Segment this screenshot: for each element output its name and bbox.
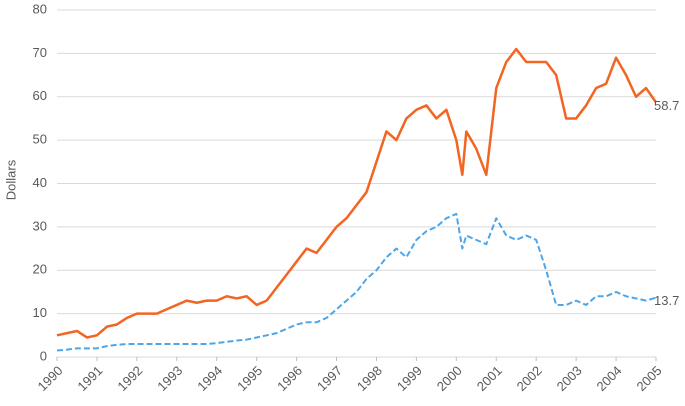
y-tick-label: 60 [33, 88, 47, 103]
y-tick-label: 80 [33, 1, 47, 16]
x-tick-label: 2003 [554, 363, 585, 394]
y-tick-label: 70 [33, 45, 47, 60]
x-tick-label: 2005 [633, 363, 664, 394]
x-tick-label: 1997 [314, 363, 345, 394]
end-label: 13.7 [654, 293, 679, 308]
y-tick-label: 10 [33, 305, 47, 320]
y-tick-label: 50 [33, 132, 47, 147]
x-tick-label: 2001 [474, 363, 505, 394]
end-label: 58.7 [654, 98, 679, 113]
x-tick-label: 2004 [594, 363, 625, 394]
y-tick-label: 0 [40, 348, 47, 363]
y-tick-label: 30 [33, 218, 47, 233]
y-axis-label: Dollars [3, 159, 18, 200]
x-tick-label: 2002 [514, 363, 545, 394]
y-tick-label: 40 [33, 175, 47, 190]
x-tick-label: 1994 [194, 363, 225, 394]
x-tick-label: 1990 [34, 363, 65, 394]
line-series [56, 47, 658, 339]
x-tick-label: 1996 [274, 363, 305, 394]
y-tick-label: 20 [33, 262, 47, 277]
x-tick-label: 1993 [154, 363, 185, 394]
x-tick-label: 1991 [74, 363, 105, 394]
x-tick-label: 1998 [354, 363, 385, 394]
x-tick-label: 1995 [234, 363, 265, 394]
line-series [56, 212, 657, 352]
x-tick-label: 2000 [434, 363, 465, 394]
x-tick-label: 1999 [394, 363, 425, 394]
x-tick-label: 1992 [114, 363, 145, 394]
